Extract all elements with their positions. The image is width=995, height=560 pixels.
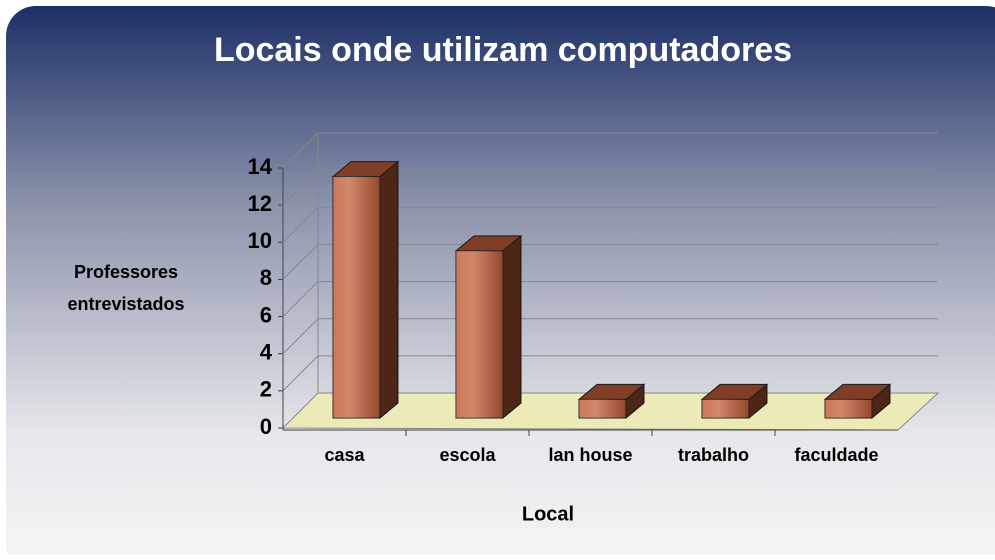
y-axis-label: entrevistados [67,294,184,314]
bar-side-shade [503,235,521,418]
bar-side-shade [626,384,644,418]
y-tick-label: 0 [260,414,272,439]
x-tick-label: escola [439,445,496,465]
y-tick-label: 6 [260,302,272,327]
bar-side-shade [380,161,398,419]
chart-title: Locais onde utilizam computadores [214,31,792,69]
y-tick-label: 14 [248,154,273,179]
bar-shine [333,176,380,418]
bar-shine [702,399,749,418]
x-axis-label: Local [522,503,574,525]
bar-shine [456,250,503,418]
y-tick-label: 4 [260,340,273,365]
grid-line [282,132,319,169]
x-tick-label: casa [324,445,365,465]
bar-shine [825,399,872,418]
bar-top-shade [579,384,644,400]
x-tick-label: lan house [548,445,632,465]
bar-side-shade [872,384,890,418]
y-axis-label: Professores [74,262,178,282]
grid-line [282,169,319,206]
grid-line [282,281,319,317]
bar-top-shade [333,161,398,177]
y-tick-label: 2 [260,377,272,402]
y-tick-label: 8 [260,265,272,290]
bar-top-shade [702,384,767,400]
bar-side-shade [749,384,767,418]
bar-top-shade [825,384,890,400]
grid-line [282,318,319,355]
bar-top-shade [456,235,521,251]
grid-line [282,244,319,280]
y-tick-label: 10 [248,228,272,253]
x-tick-label: trabalho [678,445,749,465]
y-tick-label: 12 [248,191,272,216]
grid-line [282,206,319,243]
grid-line [282,355,319,392]
bar-shine [579,399,626,418]
x-tick-label: faculdade [794,445,878,465]
